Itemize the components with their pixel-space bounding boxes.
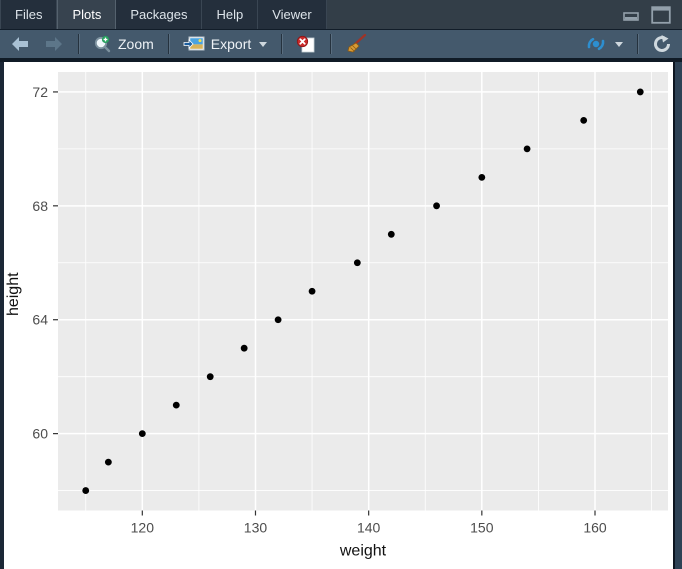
export-plot-button[interactable]: Export <box>179 34 271 54</box>
clear-all-plots-button[interactable] <box>341 32 371 56</box>
toolbar-separator <box>78 34 79 54</box>
scatter-plot-canvas: 120 130 140 150 160 60 64 68 72 weight height <box>0 62 682 569</box>
forward-arrow-icon <box>46 37 62 51</box>
broom-icon <box>347 34 367 53</box>
svg-text:160: 160 <box>583 520 607 536</box>
refresh-icon <box>654 35 670 52</box>
toolbar-separator <box>167 34 169 54</box>
pane-edge-right <box>673 62 682 569</box>
pane-header-fill <box>326 0 682 29</box>
ggplot-scatter: 120 130 140 150 160 60 64 68 72 weight height <box>5 72 668 560</box>
remove-plot-icon <box>297 35 315 53</box>
forward-plot-button[interactable] <box>40 34 68 54</box>
svg-text:150: 150 <box>470 520 494 536</box>
tab-viewer[interactable]: Viewer <box>258 0 327 29</box>
caret-down-icon <box>615 41 623 47</box>
pane-edge-left <box>0 62 4 569</box>
plot-display-area: 120 130 140 150 160 60 64 68 72 weight height <box>0 62 682 569</box>
zoom-button-label: Zoom <box>118 36 154 52</box>
toolbar-separator <box>330 34 332 54</box>
minimize-pane-button[interactable] <box>620 3 642 27</box>
zoom-plot-button[interactable]: Zoom <box>89 33 158 56</box>
back-plot-button[interactable] <box>6 34 34 54</box>
export-button-label: Export <box>210 36 252 52</box>
svg-text:72: 72 <box>32 84 48 100</box>
svg-text:68: 68 <box>32 198 48 214</box>
pane-divider <box>0 58 682 62</box>
toolbar-separator <box>637 34 638 54</box>
plots-toolbar: Zoom Export <box>0 29 682 58</box>
back-arrow-icon <box>12 37 28 51</box>
export-image-icon <box>183 36 205 51</box>
svg-text:140: 140 <box>357 520 381 536</box>
svg-text:height: height <box>5 272 22 316</box>
svg-text:64: 64 <box>32 312 48 328</box>
publish-button[interactable] <box>581 33 627 55</box>
tab-plots[interactable]: Plots <box>57 0 117 29</box>
caret-down-icon <box>259 41 268 47</box>
pane-header: Files Plots Packages Help Viewer <box>0 0 682 29</box>
svg-text:60: 60 <box>32 426 48 442</box>
tab-help[interactable]: Help <box>202 0 259 29</box>
toolbar-separator <box>281 34 283 54</box>
pane-tab-strip: Files Plots Packages Help Viewer <box>0 0 327 29</box>
publish-icon <box>587 37 605 51</box>
maximize-icon <box>651 5 671 24</box>
remove-plot-button[interactable] <box>292 33 320 55</box>
tab-packages[interactable]: Packages <box>116 0 203 29</box>
maximize-pane-button[interactable] <box>650 3 672 27</box>
minimize-icon <box>623 11 639 21</box>
refresh-plot-button[interactable] <box>648 32 676 56</box>
zoom-magnifier-icon <box>94 35 111 52</box>
svg-text:120: 120 <box>131 520 155 536</box>
svg-text:130: 130 <box>244 520 268 536</box>
svg-text:weight: weight <box>339 543 387 560</box>
tab-files[interactable]: Files <box>0 0 58 29</box>
